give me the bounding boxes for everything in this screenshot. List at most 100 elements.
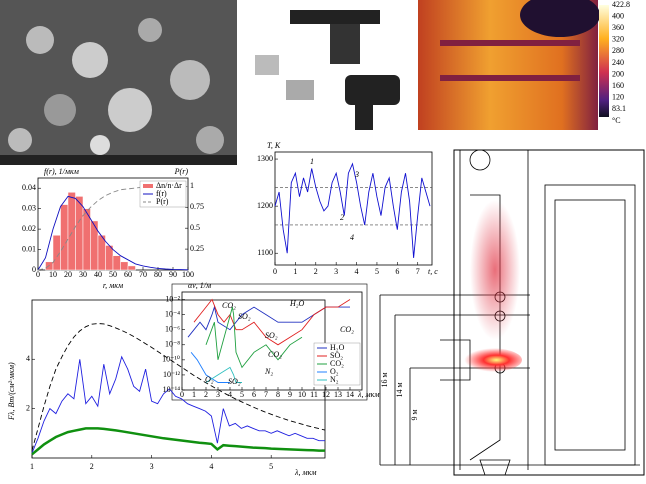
series-line — [31, 323, 326, 451]
x-tick-label: 14 — [346, 390, 354, 399]
series-line — [31, 427, 325, 456]
x-tick-label: 3 — [150, 462, 154, 471]
colorbar-label: 83.1 — [612, 104, 626, 113]
y-tick-label: 1100 — [257, 248, 273, 257]
height-label: 9 м — [410, 409, 419, 420]
annotation: SO₂ — [265, 331, 278, 340]
y-tick-label: 2 — [26, 403, 30, 412]
x-tick-label: 20 — [64, 270, 72, 279]
y-tick-label: 10⁻¹² — [163, 370, 181, 379]
annotation: 3 — [354, 170, 359, 179]
colorbar-label: 422.8 — [612, 0, 630, 9]
x-tick-label: 4 — [209, 462, 213, 471]
boiler-outline — [453, 149, 645, 476]
x-tick-label: 8 — [276, 390, 280, 399]
legend-label: CO₂ — [330, 359, 344, 368]
bar — [112, 255, 121, 271]
legend-label: SO₂ — [330, 351, 343, 360]
x-axis-label: λ, мкм — [357, 390, 379, 399]
bar — [75, 196, 84, 271]
colorbar-label: 320 — [612, 35, 624, 44]
annotation: 1 — [310, 157, 314, 166]
thermal-image — [418, 0, 609, 130]
x-tick-label: 6 — [252, 390, 256, 399]
colorbar-label: 120 — [612, 93, 624, 102]
annotation: O₂ — [205, 375, 214, 384]
x-tick-label: 2 — [204, 390, 208, 399]
x-tick-label: 70 — [139, 270, 147, 279]
x-tick-label: 60 — [124, 270, 132, 279]
y-tick-label: 10⁻⁶ — [165, 325, 180, 334]
x-tick-label: 11 — [310, 390, 318, 399]
x-tick-label: 10 — [49, 270, 57, 279]
bar — [127, 265, 136, 271]
x-tick-label: 12 — [322, 390, 330, 399]
colorbar-label: 280 — [612, 46, 624, 55]
bar — [120, 261, 129, 271]
y-tick-label: 0.02 — [22, 224, 36, 233]
x-tick-label: 13 — [334, 390, 342, 399]
y2-axis-label: P(r) — [174, 167, 189, 176]
y-axis-label: Fλ, Вт/(см²·мкм) — [7, 362, 16, 421]
x-tick-label: 90 — [169, 270, 177, 279]
plot-frame — [274, 151, 433, 266]
annotation: CO₂ — [268, 350, 282, 359]
x-tick-label: 3 — [216, 390, 220, 399]
y-tick-label: 10⁻⁴ — [165, 309, 180, 318]
x-tick-label: 4 — [228, 390, 232, 399]
bar — [60, 204, 69, 271]
y-tick-label: 10⁻⁸ — [165, 340, 180, 349]
legend-label: N₂ — [330, 375, 339, 384]
colorbar-label: 160 — [612, 81, 624, 90]
annotation: 4 — [350, 233, 354, 242]
x-tick-label: 100 — [182, 270, 194, 279]
x-tick-label: 6 — [395, 267, 399, 276]
colorbar-label: °C — [612, 116, 621, 125]
annotation: N₂ — [264, 367, 273, 376]
x-tick-label: 1 — [30, 462, 34, 471]
x-axis-label: r, мкм — [103, 281, 123, 290]
y-tick-label: 1200 — [257, 201, 273, 210]
x-tick-label: 1 — [192, 390, 196, 399]
series-line — [205, 306, 303, 369]
legend-label: Δn/n·Δr — [156, 181, 182, 190]
x-tick-label: 10 — [298, 390, 306, 399]
y-tick-label: 0 — [32, 265, 36, 274]
x-tick-label: 7 — [264, 390, 268, 399]
y2-tick-label: 0.25 — [190, 244, 204, 253]
device-photo — [255, 10, 400, 130]
series-line — [31, 355, 325, 454]
y-axis-label: T, K — [267, 141, 281, 150]
annotation: SO₂ — [238, 312, 251, 321]
series-line — [205, 366, 242, 383]
legend-label: f(r) — [156, 189, 167, 198]
legend-label: P(r) — [156, 197, 169, 206]
x-tick-label: 2 — [314, 267, 318, 276]
x-tick-label: 5 — [240, 390, 244, 399]
legend-label: H₂O — [330, 343, 345, 352]
y2-tick-label: 0.5 — [190, 223, 200, 232]
x-tick-label: 3 — [334, 267, 338, 276]
sem-photo — [0, 0, 237, 165]
y-tick-label: 4 — [26, 354, 30, 363]
x-tick-label: 4 — [355, 267, 359, 276]
x-tick-label: 5 — [269, 462, 273, 471]
legend-swatch — [143, 184, 153, 188]
annotation: H₂O — [289, 299, 305, 308]
y-tick-label: 0.01 — [22, 244, 36, 253]
series-line — [193, 298, 351, 346]
x-tick-label: 40 — [94, 270, 102, 279]
x-tick-label: 5 — [375, 267, 379, 276]
x-tick-label: 1 — [293, 267, 297, 276]
y-tick-label: 10⁻² — [165, 294, 180, 303]
y-tick-label: 0.03 — [22, 203, 36, 212]
x-tick-label: 7 — [416, 267, 420, 276]
bar — [67, 192, 76, 271]
series-line — [274, 162, 431, 258]
legend-label: O₂ — [330, 367, 339, 376]
annotation: 2 — [340, 213, 344, 222]
x-axis-label: t, c — [428, 267, 438, 276]
height-label: 14 м — [395, 382, 404, 397]
y-axis-label: f(r), 1/мкм — [44, 167, 79, 176]
